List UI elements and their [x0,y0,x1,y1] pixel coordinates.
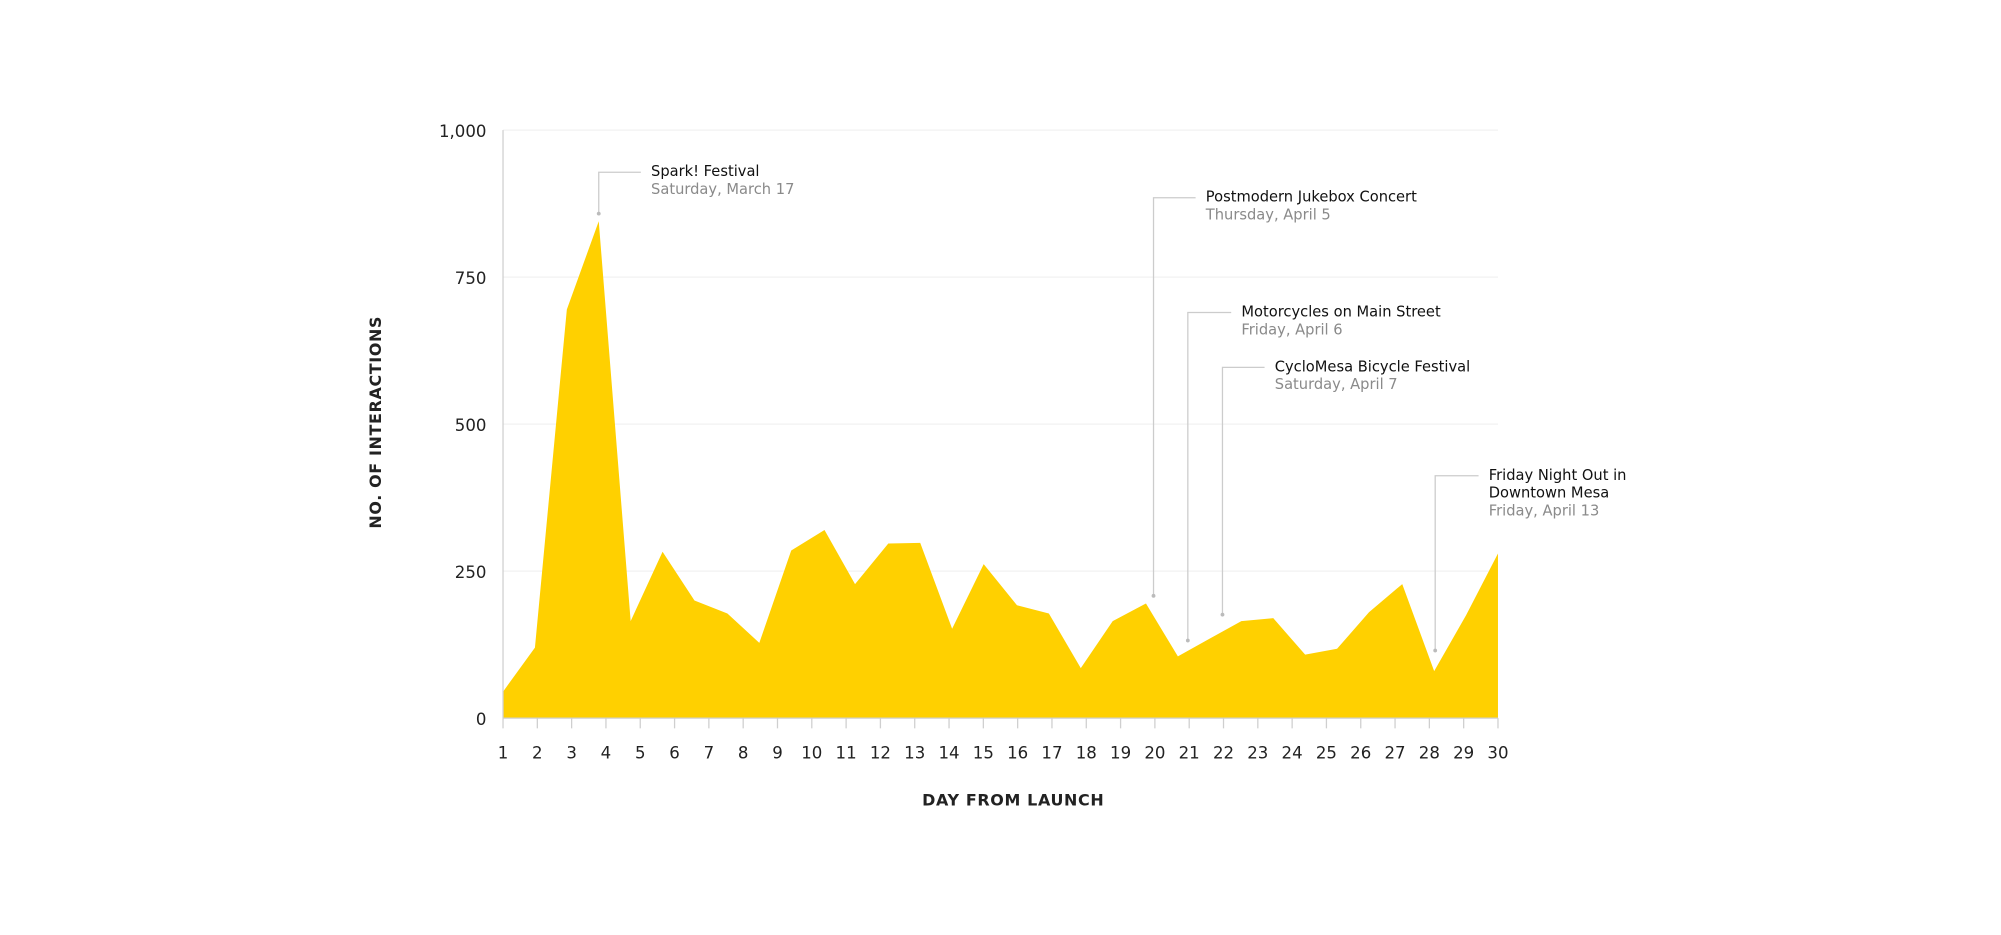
annotation-date: Friday, April 6 [1241,321,1342,338]
x-tick-label: 5 [635,743,646,762]
y-tick-label: 0 [476,710,487,729]
y-tick-label: 1,000 [439,122,486,141]
annotation-title: Motorcycles on Main Street [1241,304,1441,321]
annotation-title: Downtown Mesa [1489,485,1609,502]
x-tick-label: 25 [1316,743,1337,762]
annotation-date: Thursday, April 5 [1205,207,1331,224]
x-tick-label: 30 [1487,743,1508,762]
x-axis-title: DAY FROM LAUNCH [922,791,1104,810]
x-tick-label: 20 [1144,743,1165,762]
x-tick-label: 6 [669,743,680,762]
x-tick-label: 10 [801,743,822,762]
annotation-title: Spark! Festival [651,163,759,180]
x-tick-label: 23 [1247,743,1268,762]
x-tick-label: 19 [1110,743,1131,762]
annotation-date: Saturday, March 17 [651,181,794,198]
annotation-leader [1152,197,1196,596]
annotation-title: Postmodern Jukebox Concert [1206,189,1417,206]
annotation-point [596,211,601,216]
x-tick-label: 7 [704,743,715,762]
x-tick-label: 24 [1282,743,1303,762]
x-tick-label: 8 [738,743,749,762]
x-tick-label: 2 [532,743,543,762]
x-tick-label: 29 [1453,743,1474,762]
x-tick-label: 3 [566,743,577,762]
y-tick-label: 500 [455,416,487,435]
x-tick-label: 15 [973,743,994,762]
annotation-date: Saturday, April 7 [1275,376,1398,393]
annotation-point [1433,648,1438,653]
annotation-leader [598,171,641,214]
annotation-title: CycloMesa Bicycle Festival [1275,358,1470,375]
x-tick-label: 14 [938,743,959,762]
x-tick-label: 1 [498,743,509,762]
x-tick-label: 21 [1179,743,1200,762]
x-tick-label: 28 [1419,743,1440,762]
x-tick-label: 22 [1213,743,1234,762]
area [503,221,1498,719]
y-tick-label: 750 [455,269,487,288]
annotation-point [1185,638,1190,643]
x-tick-label: 16 [1007,743,1028,762]
x-tick-label: 12 [870,743,891,762]
x-tick-label: 18 [1076,743,1097,762]
x-tick-label: 27 [1384,743,1405,762]
annotation-point [1151,593,1156,598]
x-tick-label: 11 [836,743,857,762]
annotation-leader [1187,311,1232,641]
x-tick-label: 13 [904,743,925,762]
x-tick-label: 26 [1350,743,1371,762]
x-tick-label: 9 [772,743,783,762]
annotation-title: Friday Night Out in [1489,467,1627,484]
x-tick-label: 4 [601,743,612,762]
annotation-point [1220,612,1225,617]
annotation-date: Friday, April 13 [1489,503,1600,520]
y-tick-label: 250 [455,563,487,582]
annotation-leader [1221,366,1265,615]
y-axis-title: NO. OF INTERACTIONS [366,316,385,529]
annotation-leader [1434,475,1479,651]
x-tick-label: 17 [1041,743,1062,762]
